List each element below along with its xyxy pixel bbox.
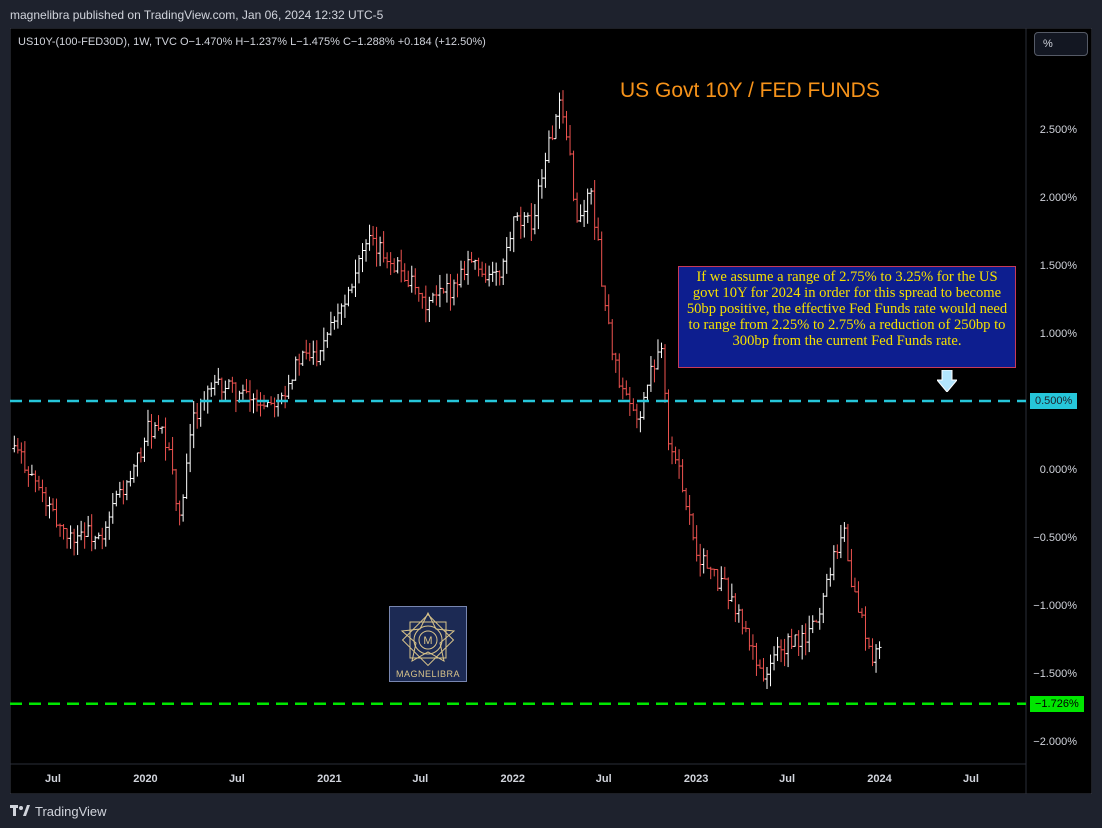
chart-title: US Govt 10Y / FED FUNDS — [620, 79, 880, 102]
x-tick-label: 2020 — [133, 773, 157, 785]
symbol-ohlc-line: US10Y-(100-FED30D), 1W, TVC O−1.470% H−1… — [18, 36, 486, 48]
x-tick-label: 2024 — [867, 773, 892, 785]
y-tick-label: −1.500% — [1033, 668, 1077, 680]
x-tick-label: Jul — [229, 773, 245, 785]
y-tick-label: −1.000% — [1033, 600, 1077, 612]
x-tick-label: 2023 — [684, 773, 708, 785]
footer: TradingView — [10, 802, 107, 820]
x-tick-label: 2022 — [501, 773, 525, 785]
footer-brand: TradingView — [35, 803, 107, 819]
svg-text:M: M — [423, 635, 432, 647]
x-tick-label: Jul — [963, 773, 979, 785]
publisher-header: magnelibra published on TradingView.com,… — [10, 8, 384, 22]
price-bars — [12, 90, 882, 689]
x-tick-label: Jul — [45, 773, 61, 785]
chart-background — [10, 28, 1092, 794]
magnelibra-logo: M MAGNELIBRA — [389, 606, 467, 682]
price-level-tag: 0.500% — [1030, 393, 1078, 409]
tradingview-logo-icon — [10, 805, 30, 816]
y-tick-label: 2.500% — [1040, 124, 1078, 136]
time-axis: Jul 2020 Jul 2021 Jul 2022 Jul 2023 Jul 2024 Jul — [45, 773, 979, 785]
y-tick-label: 1.000% — [1040, 328, 1078, 340]
y-tick-label: −0.500% — [1033, 532, 1077, 544]
logo-wordmark: MAGNELIBRA — [395, 669, 460, 679]
y-tick-label: −2.000% — [1033, 736, 1077, 748]
y-tick-label: 1.500% — [1040, 260, 1078, 272]
horizontal-levels — [10, 399, 1026, 705]
chart-frame[interactable]: 2.500% 2.000% 1.500% 1.000% 0.500% 0.000% −0.5… — [10, 28, 1092, 794]
x-tick-label: Jul — [412, 773, 428, 785]
percent-scale-button[interactable]: % — [1034, 32, 1088, 56]
y-tick-label: 0.000% — [1040, 464, 1078, 476]
x-tick-label: Jul — [779, 773, 795, 785]
price-level-tag: −1.726% — [1030, 695, 1084, 712]
x-tick-label: Jul — [596, 773, 612, 785]
chart-svg: 2.500% 2.000% 1.500% 1.000% 0.500% 0.000% −0.5… — [10, 28, 1092, 794]
star-emblem-icon: M — [400, 611, 456, 667]
annotation-box: If we assume a range of 2.75% to 3.25% f… — [678, 266, 1016, 368]
price-axis: 2.500% 2.000% 1.500% 1.000% 0.500% 0.000% −0.5… — [1033, 124, 1077, 748]
arrow-down-icon — [937, 370, 957, 392]
x-tick-label: 2021 — [317, 773, 341, 785]
y-tick-label: 2.000% — [1040, 192, 1078, 204]
